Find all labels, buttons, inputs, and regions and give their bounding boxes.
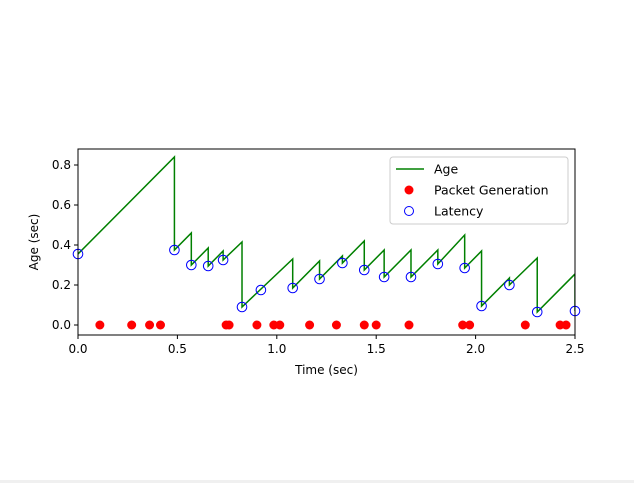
packet-generation-point bbox=[224, 320, 234, 330]
packet-generation-point bbox=[331, 320, 341, 330]
legend-label-age: Age bbox=[434, 162, 458, 177]
y-tick-label: 0.8 bbox=[52, 158, 71, 172]
x-tick-label: 1.5 bbox=[367, 342, 386, 356]
packet-generation-point bbox=[465, 320, 475, 330]
x-axis-label: Time (sec) bbox=[294, 363, 358, 377]
latency-point bbox=[459, 262, 470, 274]
latency-point bbox=[378, 271, 390, 283]
latency-point bbox=[432, 258, 444, 270]
legend-box bbox=[389, 156, 569, 225]
legend-packet-generation-marker bbox=[404, 185, 414, 195]
x-tick-label: 2.0 bbox=[466, 342, 485, 356]
latency-point bbox=[531, 306, 543, 318]
latency-point bbox=[186, 259, 197, 271]
bottom-strip bbox=[0, 480, 634, 483]
axes-frame bbox=[77, 148, 576, 336]
axes-layer: 0.0 0.5 1.0 1.5 2.0 2.5 0.0 0.2 0.4 0.6 0.8 bbox=[52, 148, 585, 356]
packet-generation-point bbox=[145, 320, 155, 330]
packet-generation-point bbox=[404, 320, 414, 330]
latency-point bbox=[287, 282, 299, 294]
x-tick-label: 0.5 bbox=[168, 342, 187, 356]
legend-label-packet-generation: Packet Generation bbox=[434, 183, 549, 198]
latency-point bbox=[405, 271, 417, 283]
packet-generation-point bbox=[95, 320, 105, 330]
packet-generation-point bbox=[561, 320, 571, 330]
latency-point bbox=[217, 254, 229, 266]
legend: Age Packet Generation Latency bbox=[389, 156, 569, 225]
x-tick-label: 1.0 bbox=[267, 342, 286, 356]
y-tick-label: 0.4 bbox=[52, 238, 71, 252]
latency-point bbox=[358, 264, 370, 276]
packet-generation-point bbox=[275, 320, 285, 330]
latency-point bbox=[255, 284, 267, 296]
y-tick-label: 0.2 bbox=[52, 278, 71, 292]
latency-point bbox=[169, 244, 180, 256]
packet-generation-point bbox=[359, 320, 369, 330]
latency-point bbox=[314, 273, 325, 285]
packet-generation-point bbox=[371, 320, 381, 330]
series-layer bbox=[72, 155, 581, 330]
x-tick-label: 0.0 bbox=[68, 342, 87, 356]
y-axis-label: Age (sec) bbox=[27, 214, 41, 271]
legend-label-latency: Latency bbox=[434, 204, 484, 219]
packet-generation-point bbox=[156, 320, 165, 330]
latency-point bbox=[236, 301, 248, 313]
y-tick-label: 0.6 bbox=[52, 198, 71, 212]
packet-generation-point bbox=[305, 320, 315, 330]
packet-generation-point bbox=[520, 320, 530, 330]
y-tick-label: 0.0 bbox=[52, 318, 71, 332]
legend-latency-marker bbox=[404, 206, 414, 216]
latency-point bbox=[476, 300, 487, 312]
latency-point bbox=[504, 279, 515, 291]
x-tick-label: 2.5 bbox=[565, 342, 584, 356]
packet-generation-point bbox=[458, 320, 468, 330]
series-age-line bbox=[78, 155, 575, 314]
packet-generation-point bbox=[252, 320, 262, 330]
latency-point bbox=[202, 260, 214, 272]
latency-point bbox=[337, 257, 348, 269]
packet-generation-point bbox=[127, 320, 137, 330]
